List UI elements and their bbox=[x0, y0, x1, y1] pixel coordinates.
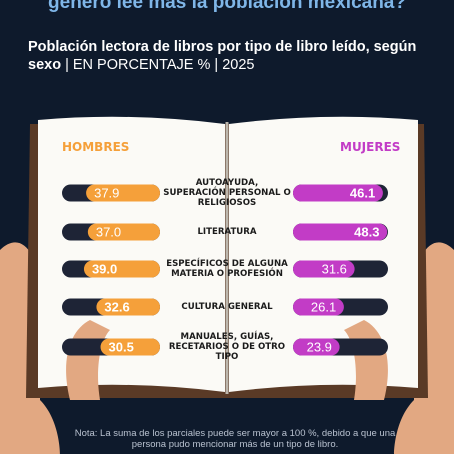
value-label: 37.0 bbox=[95, 224, 122, 240]
value-label: 26.1 bbox=[310, 299, 337, 315]
bar bbox=[293, 298, 344, 316]
value-label: 46.1 bbox=[349, 185, 376, 201]
title: género lee más la población mexicana? bbox=[48, 0, 406, 13]
unit-note: | EN PORCENTAJE % | 2025 bbox=[65, 57, 255, 73]
value-label: 31.6 bbox=[321, 261, 347, 277]
value-label: 32.6 bbox=[104, 299, 130, 315]
bar bbox=[293, 184, 383, 202]
legend-label: MUJERES bbox=[340, 140, 401, 154]
bar bbox=[293, 223, 388, 241]
value-label: 30.5 bbox=[108, 339, 134, 355]
bar bbox=[293, 338, 340, 356]
value-label: 48.3 bbox=[354, 224, 380, 240]
category-label: AUTOAYUDA, SUPERACIÓN PERSONAL O RELIGIO… bbox=[163, 178, 291, 208]
bar bbox=[87, 223, 160, 241]
category-label: MANUALES, GUÍAS, RECETARIOS O DE OTRO TI… bbox=[168, 332, 286, 362]
category-label: ESPECÍFICOS DE ALGUNA MATERIA O PROFESIÓ… bbox=[166, 259, 288, 279]
legend-label: HOMBRES bbox=[62, 140, 130, 154]
bar bbox=[96, 298, 160, 316]
value-label: 37.9 bbox=[94, 185, 120, 201]
value-label: 23.9 bbox=[306, 339, 332, 355]
note: Nota: La suma de los parciales puede ser… bbox=[74, 428, 396, 450]
subtitle-block: Población lectora de libros por tipo de … bbox=[28, 38, 438, 74]
bar bbox=[100, 338, 160, 356]
category-label: CULTURA GENERAL bbox=[181, 302, 273, 312]
bar bbox=[86, 184, 160, 202]
bar bbox=[293, 260, 355, 278]
subtitle: Población lectora de libros por tipo de … bbox=[28, 39, 417, 73]
bar bbox=[83, 260, 160, 278]
value-label: 39.0 bbox=[91, 261, 118, 277]
category-label: LITERATURA bbox=[197, 227, 257, 237]
